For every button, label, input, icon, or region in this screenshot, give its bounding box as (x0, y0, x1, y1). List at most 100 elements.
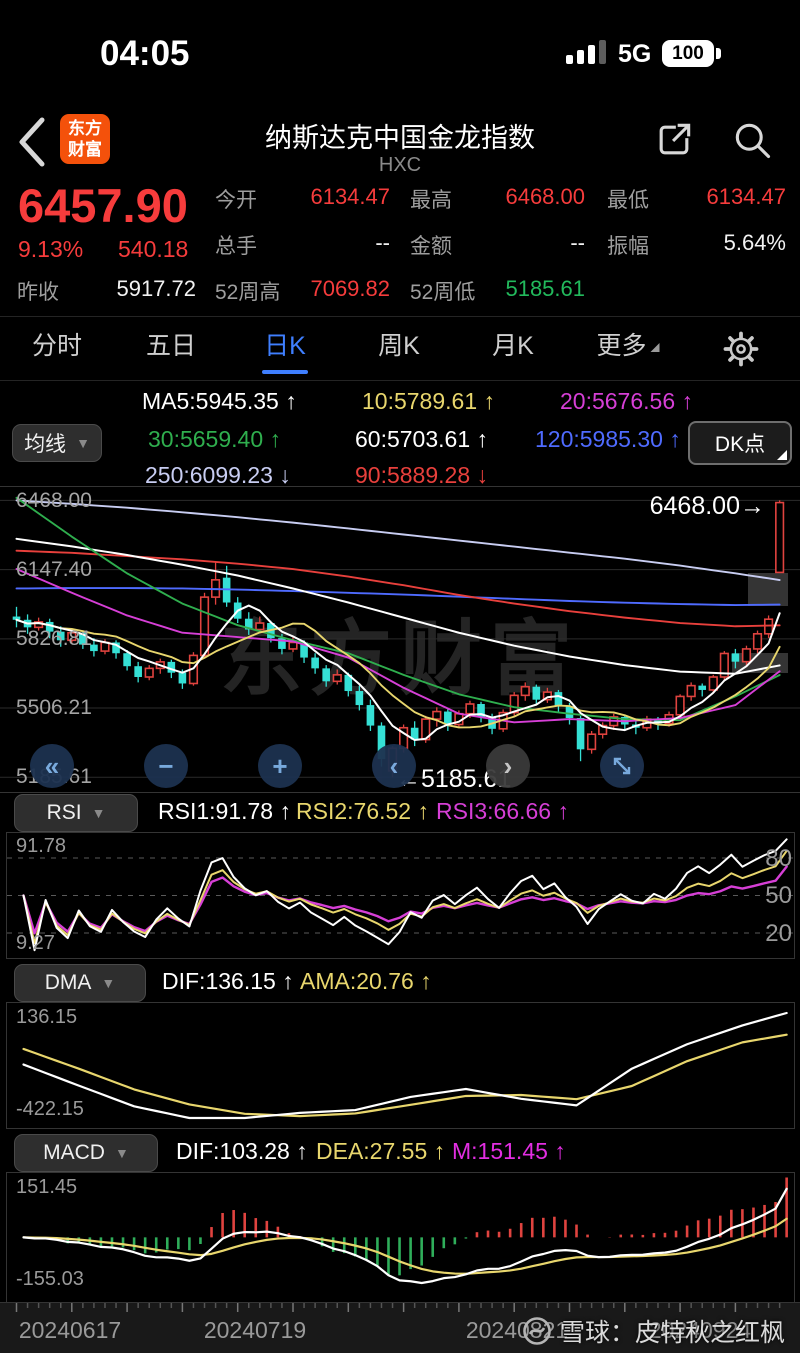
quote-field-value: 6134.47 (706, 184, 786, 209)
rsi-top-label: 91.78 (16, 835, 67, 857)
active-tab-underline (262, 370, 308, 374)
ma-type-dropdown[interactable]: 均线 ▼ (12, 424, 102, 462)
rsi-header: RSI ▼ RSI1:91.78 ↑ RSI2:76.52 ↑ RSI3:66.66 … (0, 792, 800, 832)
header: 东方 财富 纳斯达克中国金龙指数 HXC (0, 84, 800, 180)
status-time: 04:05 (100, 34, 190, 73)
chart-rewind-button[interactable]: « (30, 744, 74, 788)
legend-120: 120:5985.30 ↑ (535, 426, 681, 452)
quote-panel: 6457.90 9.13% 540.18 今开 6134.47 最高 6468.00 最… (0, 176, 800, 316)
battery-level: 100 (672, 42, 704, 64)
legend-90: 90:5889.28 ↓ (355, 462, 489, 488)
candlestick-chart[interactable] (0, 487, 800, 791)
network-type: 5G (618, 40, 652, 68)
dma-bottom-label: -422.15 (16, 1098, 84, 1120)
quote-field-label: 振幅 (607, 235, 649, 258)
price-axis-label: 6468.00 (16, 489, 92, 512)
chart-pan-left-button[interactable]: ‹ (372, 744, 416, 788)
tab-日K[interactable]: 日K (264, 332, 306, 360)
ma-lines (15, 496, 781, 742)
dma-top-label: 136.15 (16, 1006, 78, 1028)
tab-更多[interactable]: 更多 (596, 318, 660, 374)
macd-chart (22, 1177, 788, 1285)
date-axis-label: 20240924 (648, 1317, 752, 1343)
quote-field-value: 6468.00 (505, 184, 585, 209)
quote-field-label: 52周高 (215, 281, 281, 304)
axis-ticks (15, 1303, 781, 1312)
tab-bar: 分时 五日 日K 周K 月K 更多 (0, 318, 800, 379)
tab-分时[interactable]: 分时 (31, 332, 83, 360)
legend-DIF: DIF:103.28 ↑ (176, 1138, 308, 1164)
watermark-text: 雪球：皮特秋之红枫 (560, 1319, 786, 1347)
quote-field-label: 最低 (607, 189, 649, 212)
rsi-dropdown-label: RSI (46, 801, 82, 824)
quote-field-value: 5917.72 (116, 276, 196, 301)
ma-legend-panel: MA5:5945.35 ↑ 10:5789.61 ↑ 20:5676.56 ↑ 30:… (0, 382, 800, 488)
macd-top-label: 151.45 (16, 1176, 78, 1198)
rsi-axis-label: 20 (765, 920, 792, 947)
signal-icon (566, 40, 606, 64)
legend-20: 20:5676.56 ↑ (560, 388, 694, 414)
search-icon[interactable] (730, 118, 774, 162)
dma-header: DMA ▼ DIF:136.15 ↑ AMA:20.76 ↑ (0, 962, 800, 1002)
quote-field-label: 今开 (215, 189, 257, 212)
change-amount: 540.18 (118, 236, 189, 262)
legend-AMA: AMA:20.76 ↑ (300, 968, 432, 994)
settings-gear-icon[interactable] (722, 330, 760, 368)
divider (0, 316, 800, 317)
rsi-dropdown[interactable]: RSI ▼ (14, 794, 138, 832)
logo-text-1: 东方 (68, 119, 102, 138)
price-axis-label: 6147.40 (16, 557, 92, 581)
tab-月K[interactable]: 月K (492, 332, 534, 360)
legend-30: 30:5659.40 ↑ (148, 426, 282, 452)
battery-nub (716, 48, 721, 59)
macd-header: MACD ▼ DIF:103.28 ↑ DEA:27.55 ↑ M:151.45 ↑ (0, 1132, 800, 1172)
dk-point-button[interactable]: DK点 (688, 421, 792, 465)
back-icon[interactable] (16, 116, 46, 168)
tab-五日[interactable]: 五日 (145, 332, 197, 360)
macd-histogram (33, 1177, 788, 1276)
candles (12, 500, 785, 778)
date-axis-strip: 20240617 20240719 20240821 20240924 雪球：皮特秋之… (0, 1302, 800, 1353)
legend-DEA: DEA:27.55 ↑ (316, 1138, 446, 1164)
quote-field-value: -- (375, 230, 390, 255)
quote-field-value: 5.64% (723, 230, 786, 255)
rsi-chart (7, 838, 794, 952)
dk-corner-triangle (777, 450, 787, 460)
quote-field-label: 昨收 (17, 281, 59, 304)
share-icon[interactable] (652, 118, 696, 162)
chart-expand-button[interactable] (600, 744, 644, 788)
divider (0, 380, 800, 381)
rsi-axis-label: 50 (765, 882, 792, 909)
rsi-bottom-label: 9.27 (16, 932, 55, 954)
legend-60: 60:5703.61 ↑ (355, 426, 489, 452)
quote-field-label: 最高 (410, 189, 452, 212)
quote-field-value: 5185.61 (505, 276, 585, 301)
rsi-plot (6, 832, 795, 959)
date-axis-label: 20240719 (203, 1317, 307, 1343)
dk-point-label: DK点 (714, 433, 766, 456)
dma-dropdown-label: DMA (44, 971, 92, 994)
legend-RSI2: RSI2:76.52 ↑ (296, 798, 429, 824)
quote-field-label: 52周低 (410, 281, 476, 304)
expand-icon (613, 757, 631, 775)
quote-field-value: 7069.82 (310, 276, 390, 301)
chart-zoom-out-button[interactable]: − (144, 744, 188, 788)
macd-plot (6, 1172, 795, 1303)
page-title: 纳斯达克中国金龙指数 (265, 123, 535, 153)
chart-pan-right-button[interactable]: › (486, 744, 530, 788)
app-logo[interactable]: 东方 财富 (60, 114, 110, 164)
dma-dropdown[interactable]: DMA ▼ (14, 964, 146, 1002)
quote-field-label: 总手 (215, 235, 257, 258)
tab-周K[interactable]: 周K (378, 332, 420, 360)
legend-DIF: DIF:136.15 ↑ (162, 968, 294, 994)
battery-icon: 100 (662, 40, 714, 67)
quote-field-value: 6134.47 (310, 184, 390, 209)
legend-MA5: MA5:5945.35 ↑ (142, 388, 297, 414)
dma-chart (22, 1011, 788, 1120)
price-axis-label: 5826.81 (16, 626, 92, 650)
date-axis-label: 20240821 (465, 1317, 569, 1343)
legend-10: 10:5789.61 ↑ (362, 388, 496, 414)
chart-zoom-in-button[interactable]: + (258, 744, 302, 788)
macd-dropdown[interactable]: MACD ▼ (14, 1134, 158, 1172)
xueqiu-logo-icon (523, 1317, 551, 1345)
